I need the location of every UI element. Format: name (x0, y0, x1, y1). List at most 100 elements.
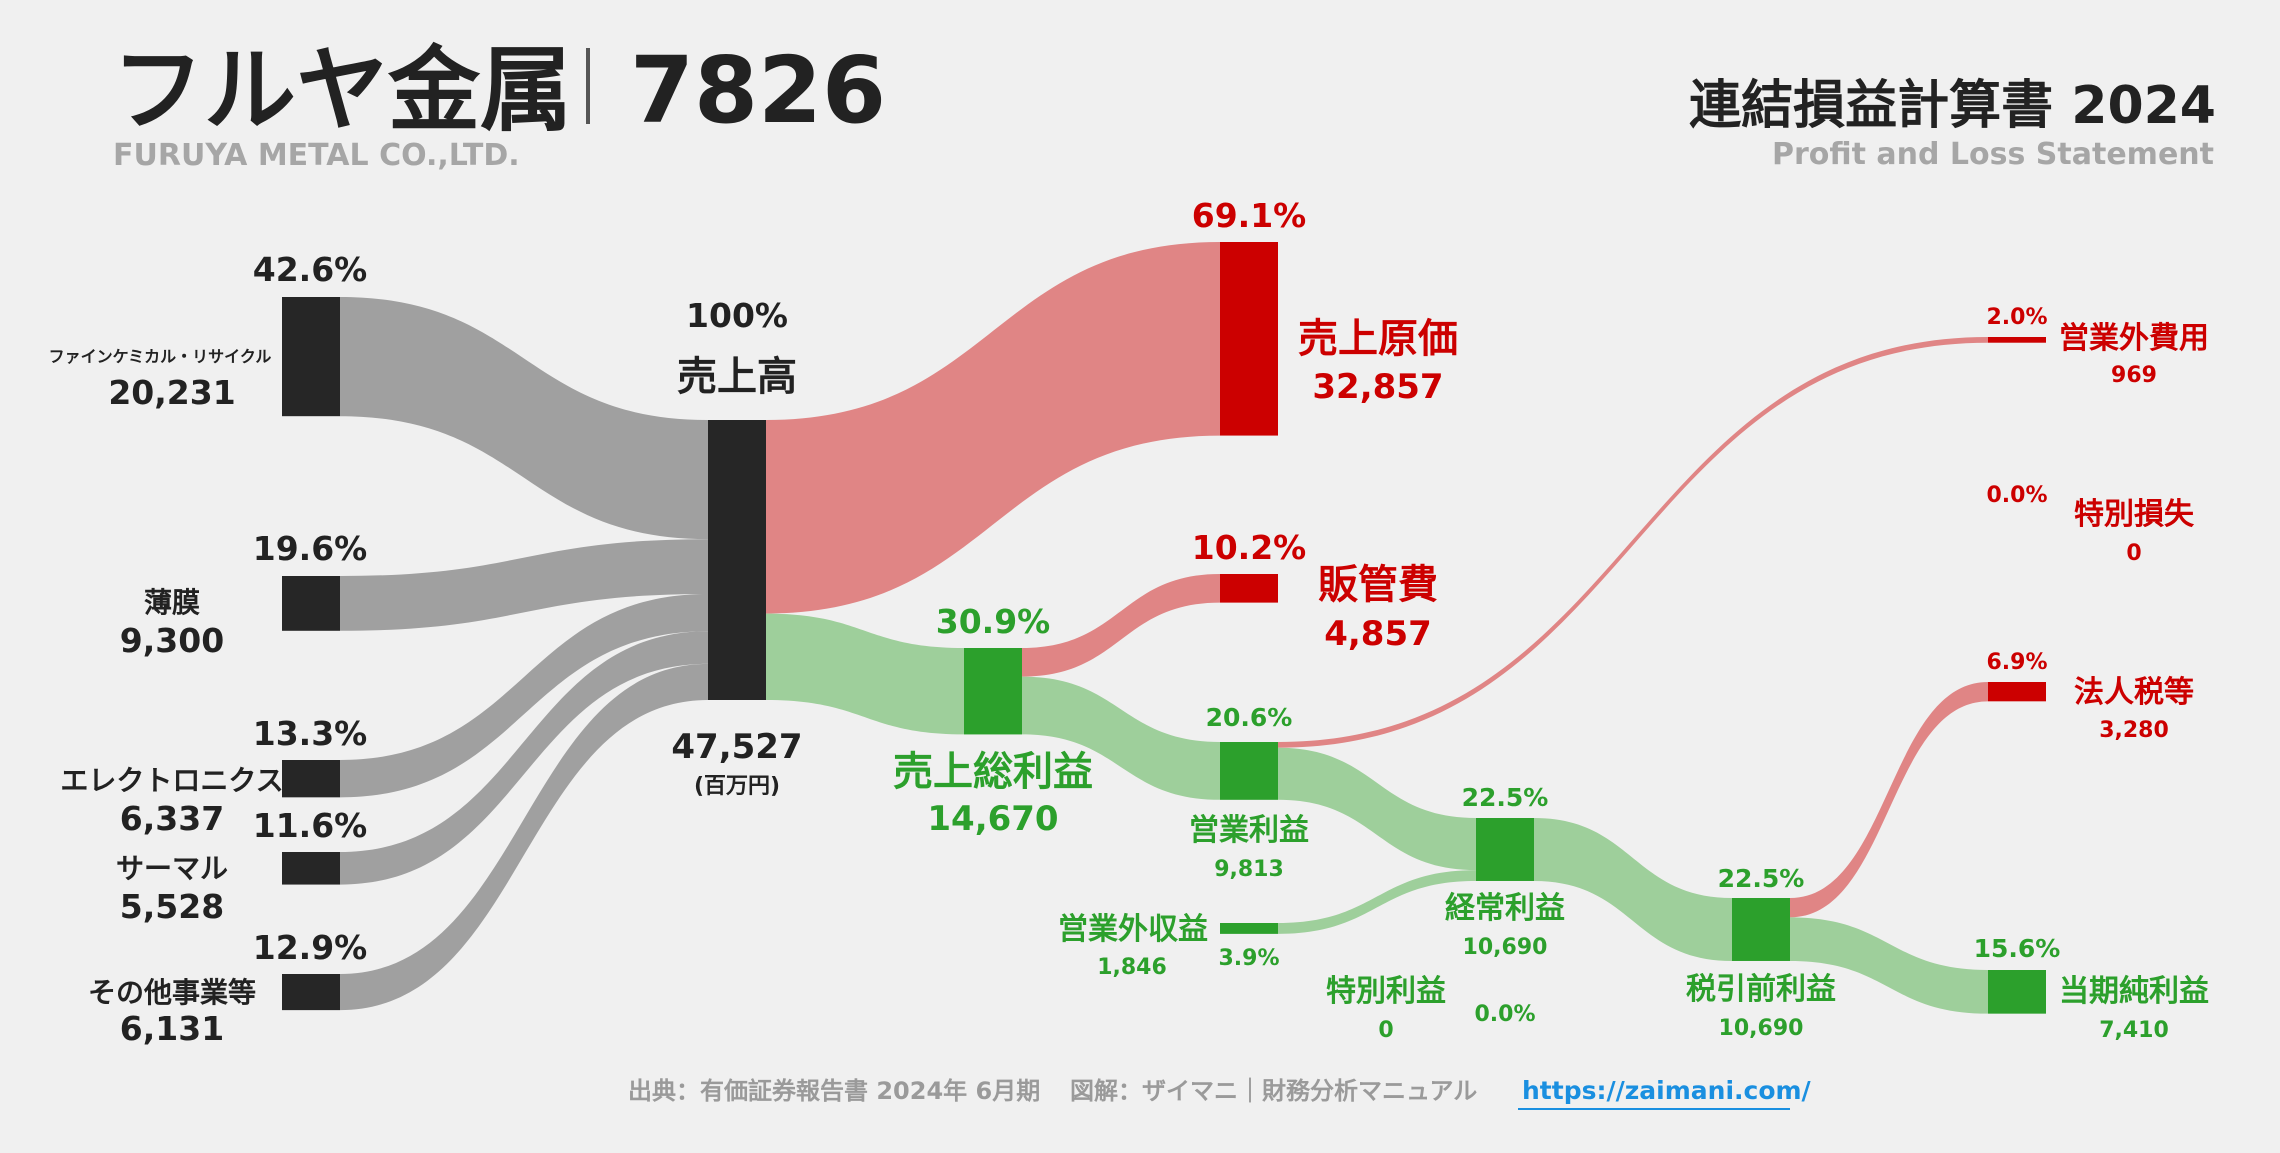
sga-value-label: 4,857 (1324, 614, 1432, 654)
segment-node (282, 852, 340, 885)
extraordinary-income-pct-label: 0.0% (1474, 1002, 1535, 1027)
operating-to-ordinary-flow (1278, 747, 1476, 871)
segment-node (282, 974, 340, 1011)
pretax-income-pct-label: 22.5% (1718, 864, 1805, 893)
net-income-node (1988, 970, 2046, 1014)
segment-value-label: 9,300 (120, 621, 224, 660)
sga-name-label: 販管費 (1318, 562, 1438, 608)
company-name-en: FURUYA METAL CO.,LTD. (113, 138, 520, 173)
non-operating-expenses-flow (1278, 337, 1988, 748)
cost-of-sales-pct-label: 69.1% (1192, 196, 1307, 235)
segment-name-label: 薄膜 (144, 586, 200, 619)
extraordinary-income-name-label: 特別利益 (1326, 974, 1446, 1009)
ordinary-income-name-label: 経常利益 (1445, 891, 1565, 926)
income-taxes-pct-label: 6.9% (1986, 650, 2047, 675)
segment-value-label: 20,231 (108, 373, 235, 412)
extraordinary-losses-pct-label: 0.0% (1986, 483, 2047, 508)
extraordinary-losses-name-label: 特別損失 (2074, 497, 2195, 532)
segment-flow (340, 593, 708, 798)
segment-node (282, 576, 340, 631)
ordinary-income-pct-label: 22.5% (1462, 783, 1549, 812)
pretax-income-node (1732, 898, 1790, 961)
segment-pct-label: 12.9% (253, 928, 368, 967)
income-taxes-name-label: 法人税等 (2074, 675, 2194, 710)
segment-node (282, 297, 340, 417)
footer-link[interactable]: https://zaimani.com/ (1522, 1076, 1812, 1105)
operating-income-name-label: 営業利益 (1189, 813, 1309, 848)
sankey-nodes (282, 242, 2046, 1014)
income-taxes-node (1988, 682, 2046, 702)
segment-node (282, 760, 340, 798)
company-name: フルヤ金属 (112, 37, 572, 144)
gross-profit-flow (766, 613, 964, 735)
segment-pct-label: 11.6% (253, 806, 368, 845)
sga-pct-label: 10.2% (1192, 528, 1307, 567)
title-divider (586, 48, 590, 124)
net-income-name-label: 当期純利益 (2059, 974, 2209, 1009)
ordinary-income-value-label: 10,690 (1463, 935, 1548, 960)
cost-of-sales-name-label: 売上原価 (1298, 316, 1458, 362)
extraordinary-income-value-label: 0 (1378, 1018, 1393, 1043)
segment-pct-label: 42.6% (253, 250, 368, 289)
income-taxes-flow (1790, 682, 1988, 918)
operating-income-flow (1022, 676, 1220, 800)
non-operating-income-value-label: 1,846 (1097, 955, 1167, 980)
revenue-value-label: 47,527 (671, 727, 802, 767)
segment-flow (340, 297, 708, 540)
gross-profit-value-label: 14,670 (927, 799, 1058, 839)
segment-name-label: エレクトロニクス (60, 764, 283, 797)
extraordinary-losses-value-label: 0 (2126, 541, 2141, 566)
revenue-node (708, 420, 766, 700)
ordinary-income-node (1476, 818, 1534, 881)
segment-name-label: サーマル (116, 852, 228, 885)
operating-income-value-label: 9,813 (1214, 857, 1284, 882)
gross-profit-pct-label: 30.9% (936, 602, 1051, 641)
net-income-value-label: 7,410 (2099, 1018, 2169, 1043)
income-taxes-value-label: 3,280 (2099, 718, 2169, 743)
revenue-pct-label: 100% (686, 296, 788, 335)
segment-name-label: ファインケミカル・リサイクル (49, 347, 272, 366)
sankey-flows (340, 242, 1988, 1014)
operating-income-pct-label: 20.6% (1206, 703, 1293, 732)
net-income-flow (1790, 917, 1988, 1014)
segment-value-label: 6,131 (120, 1009, 224, 1048)
segment-pct-label: 13.3% (253, 714, 368, 753)
non-operating-expenses-pct-label: 2.0% (1986, 305, 2047, 330)
footer-credit: 図解：ザイマニ｜財務分析マニュアル (1070, 1077, 1477, 1105)
sankey-labels: 42.6% ファインケミカル・リサイクル 20,231 19.6% 薄膜9,300 13.… (49, 196, 2209, 1048)
sga-flow (1022, 574, 1220, 677)
stock-code: 7826 (630, 37, 886, 144)
gross-profit-node (964, 648, 1022, 735)
statement-subtitle: Profit and Loss Statement (1772, 137, 2214, 172)
pretax-income-name-label: 税引前利益 (1686, 972, 1836, 1007)
non-operating-income-node (1220, 923, 1278, 934)
revenue-name-label: 売上高 (677, 354, 797, 400)
sga-node (1220, 574, 1278, 603)
unit-label: (百万円) (694, 774, 780, 799)
gross-profit-name-label: 売上総利益 (893, 749, 1093, 795)
pretax-income-value-label: 10,690 (1719, 1016, 1804, 1041)
non-operating-expenses-value-label: 969 (2111, 363, 2157, 388)
non-operating-income-pct-label: 3.9% (1218, 946, 1279, 971)
non-operating-income-name-label: 営業外収益 (1058, 912, 1208, 947)
operating-income-node (1220, 742, 1278, 800)
cost-of-sales-flow (766, 242, 1220, 614)
segment-value-label: 5,528 (120, 887, 224, 926)
net-income-pct-label: 15.6% (1974, 934, 2061, 963)
non-operating-expenses-node (1988, 337, 2046, 343)
segment-flow (340, 539, 708, 631)
ordinary-to-pretax-flow (1534, 818, 1732, 961)
segment-value-label: 6,337 (120, 799, 224, 838)
segment-flow (340, 663, 708, 1011)
statement-title: 連結損益計算書 2024 (1689, 76, 2216, 136)
cost-of-sales-value-label: 32,857 (1312, 367, 1443, 407)
segment-name-label: その他事業等 (88, 976, 256, 1009)
segment-flow (340, 631, 708, 885)
non-operating-income-flow (1278, 870, 1476, 934)
footer-source: 出典：有価証券報告書 2024年 6月期 (628, 1077, 1040, 1105)
non-operating-expenses-name-label: 営業外費用 (2059, 321, 2209, 356)
footer-link-underline (1518, 1108, 1790, 1110)
cost-of-sales-node (1220, 242, 1278, 436)
segment-pct-label: 19.6% (253, 529, 368, 568)
